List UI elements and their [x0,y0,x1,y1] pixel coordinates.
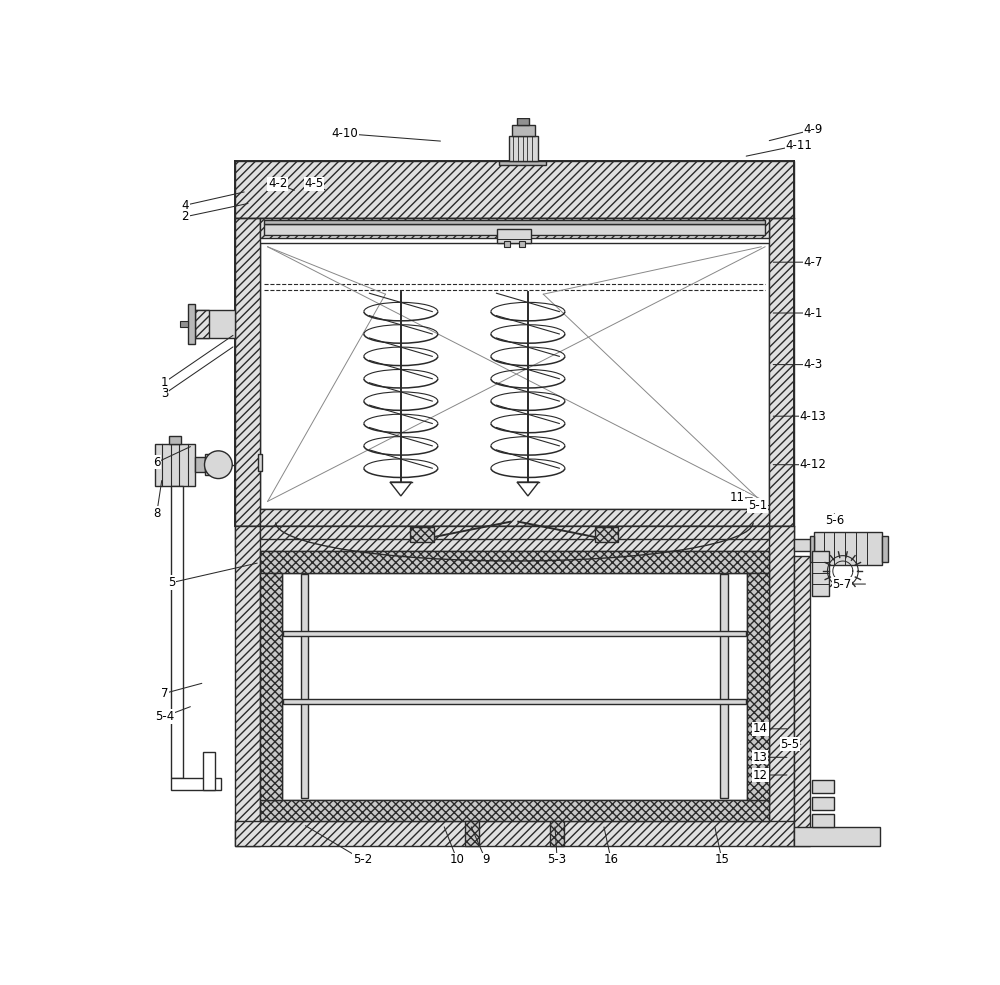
Text: 4-13: 4-13 [799,410,826,423]
Bar [769,219,794,526]
Text: 5-4: 5-4 [155,710,174,723]
Bar [595,527,618,543]
Bar [517,118,529,125]
Bar [509,136,538,161]
Bar [282,572,747,800]
Text: 11: 11 [730,492,745,504]
Bar [550,821,564,846]
Text: 5-5: 5-5 [780,738,799,751]
Bar [769,526,794,846]
Text: 4-3: 4-3 [803,359,822,371]
Bar [235,526,794,551]
Text: 5: 5 [168,576,176,589]
Bar [465,821,479,846]
Bar [258,454,262,471]
Text: 5-7: 5-7 [832,577,852,591]
Bar [794,827,880,846]
Bar [203,752,215,790]
Polygon shape [390,482,412,496]
Bar [812,814,834,827]
Bar [882,536,888,561]
Bar [410,527,434,543]
Bar [260,509,769,526]
Bar [512,125,535,136]
Bar [504,241,510,247]
Text: 5-6: 5-6 [825,514,844,527]
Text: 4-10: 4-10 [331,127,358,140]
Text: 2: 2 [182,210,189,224]
Bar [195,457,205,473]
Text: 6: 6 [153,456,161,469]
Text: 4-12: 4-12 [799,458,826,471]
Bar [720,574,728,798]
Ellipse shape [205,451,232,479]
Text: 4-9: 4-9 [803,123,822,136]
Text: 14: 14 [753,722,768,736]
Text: 12: 12 [753,768,768,781]
Text: 5-2: 5-2 [353,853,372,866]
Bar [260,551,769,572]
Bar [235,526,260,846]
Bar [810,536,814,561]
Bar [260,243,769,509]
Text: 8: 8 [153,506,160,520]
Text: 7: 7 [161,687,168,700]
Bar [794,539,880,551]
Bar [497,229,531,242]
Polygon shape [517,482,539,496]
Bar [235,821,794,846]
Text: 4-5: 4-5 [304,177,323,190]
Text: 1: 1 [161,376,168,389]
Bar [519,241,525,247]
Text: 4-11: 4-11 [786,139,812,152]
Bar [260,800,769,821]
Bar [499,161,546,165]
Bar [283,631,746,636]
Bar [195,310,209,338]
Bar [235,219,260,526]
Bar [235,161,794,219]
Text: 10: 10 [450,853,464,866]
Text: 5-1: 5-1 [748,499,767,512]
Bar [283,698,746,704]
Bar [301,574,308,798]
Bar [169,435,181,443]
Text: 4-1: 4-1 [803,306,822,319]
Text: 9: 9 [482,853,489,866]
Bar [747,572,769,800]
Bar [171,778,221,790]
Bar [195,310,235,338]
Text: 15: 15 [715,853,729,866]
Text: 13: 13 [753,751,768,763]
Bar [260,219,769,238]
Bar [814,533,882,564]
Bar [812,797,834,811]
Text: 4: 4 [182,199,189,212]
Text: 5-3: 5-3 [548,853,567,866]
Bar [794,556,810,846]
Bar [264,225,765,235]
Bar [188,303,195,344]
Text: 4-7: 4-7 [803,256,822,269]
Bar [812,780,834,794]
Bar [180,321,188,327]
Bar [260,572,282,800]
Text: 3: 3 [161,387,168,400]
Bar [205,454,221,476]
Bar [264,221,765,225]
Bar [155,443,195,486]
Text: 4-2: 4-2 [268,177,287,190]
Bar [171,486,183,778]
Text: 16: 16 [604,853,619,866]
Bar [260,526,769,539]
Bar [812,551,829,596]
